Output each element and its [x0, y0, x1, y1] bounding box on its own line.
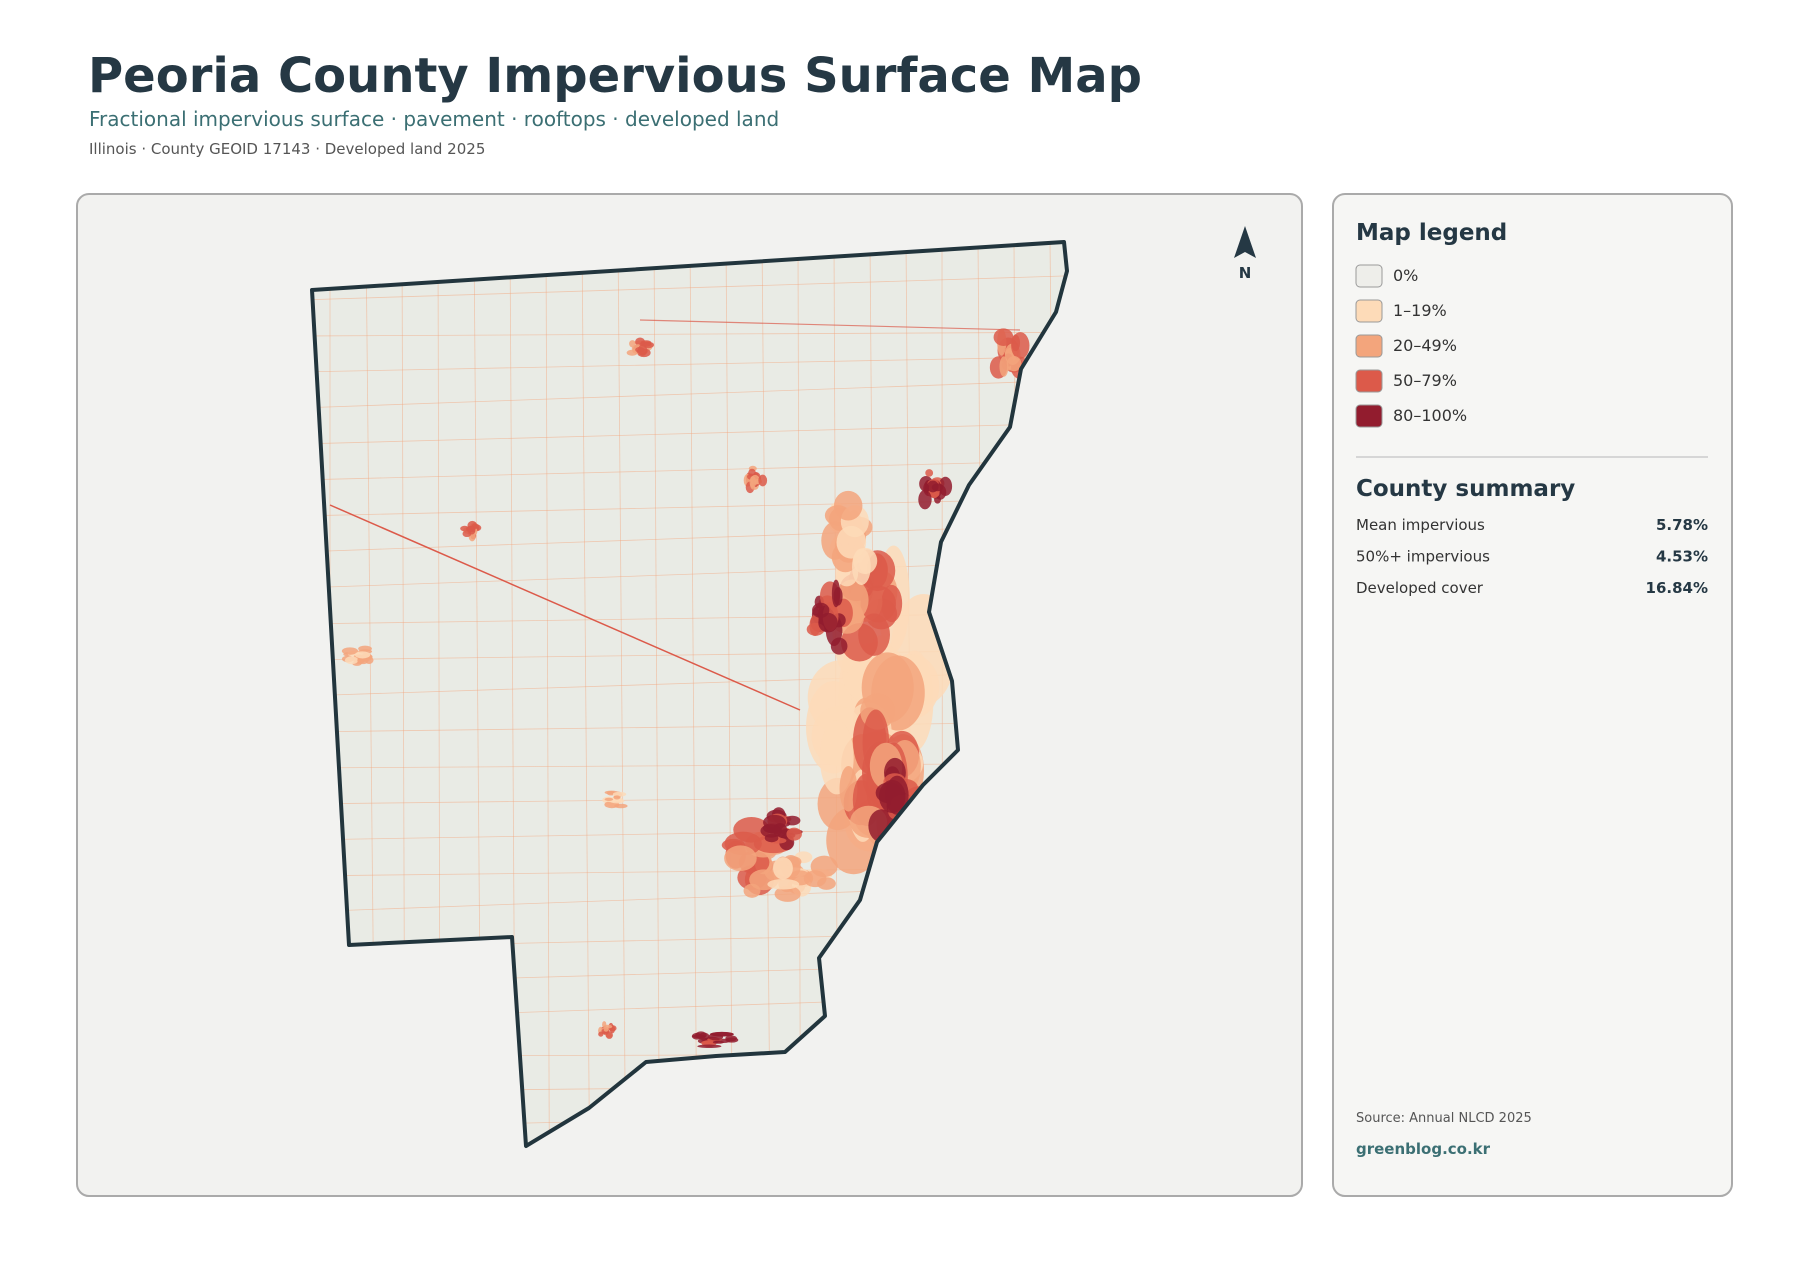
urban-patch: [710, 1032, 734, 1037]
summary-label: Mean impervious: [1356, 516, 1485, 534]
legend-swatch: [1356, 405, 1382, 427]
legend-label: 50–79%: [1393, 371, 1457, 390]
urban-patch: [605, 798, 614, 801]
subtitle: Fractional impervious surface · pavement…: [89, 107, 779, 131]
summary-value: 4.53%: [1656, 548, 1708, 566]
legend-swatch: [1356, 370, 1382, 392]
urban-patch: [724, 845, 757, 871]
legend-label: 0%: [1393, 266, 1418, 285]
summary-title: County summary: [1356, 476, 1575, 502]
urban-patch: [713, 1041, 724, 1044]
title: Peoria County Impervious Surface Map: [88, 48, 1142, 104]
urban-patch: [692, 1035, 705, 1039]
summary-label: 50%+ impervious: [1356, 548, 1490, 566]
urban-patch: [834, 587, 843, 606]
urban-patch: [767, 879, 799, 890]
urban-patch: [836, 526, 866, 559]
urban-patch: [927, 481, 939, 493]
urban-patch: [345, 656, 358, 664]
legend-label: 80–100%: [1393, 406, 1467, 425]
urban-patch: [358, 646, 372, 652]
urban-patch: [763, 815, 786, 830]
urban-patch: [773, 857, 793, 879]
urban-patch: [637, 348, 648, 354]
legend-swatch: [1356, 300, 1382, 322]
urban-patch: [999, 356, 1008, 376]
legend-swatch: [1356, 265, 1382, 287]
urban-patch: [603, 1025, 612, 1029]
summary-value: 16.84%: [1646, 579, 1708, 597]
urban-patch: [786, 828, 801, 841]
urban-patch: [355, 651, 370, 658]
urban-patch: [701, 1041, 714, 1045]
north-label: N: [1239, 264, 1252, 282]
legend-swatch: [1356, 335, 1382, 357]
urban-patch: [697, 1045, 721, 1049]
urban-patch: [750, 476, 757, 488]
urban-patch: [918, 490, 931, 509]
urban-patch: [818, 613, 838, 633]
urban-patch: [834, 491, 862, 521]
urban-patch: [463, 530, 472, 537]
summary-value: 5.78%: [1656, 516, 1708, 534]
urban-patch: [925, 469, 933, 477]
source: Source: Annual NLCD 2025: [1356, 1111, 1532, 1126]
urban-patch: [994, 328, 1014, 346]
legend-label: 1–19%: [1393, 301, 1447, 320]
site: greenblog.co.kr: [1356, 1140, 1491, 1158]
meta: Illinois · County GEOID 17143 · Develope…: [89, 140, 485, 158]
urban-patch: [614, 795, 621, 799]
legend-title: Map legend: [1356, 220, 1507, 246]
urban-patch: [758, 475, 767, 487]
summary-label: Developed cover: [1356, 579, 1484, 597]
legend-label: 20–49%: [1393, 336, 1457, 355]
